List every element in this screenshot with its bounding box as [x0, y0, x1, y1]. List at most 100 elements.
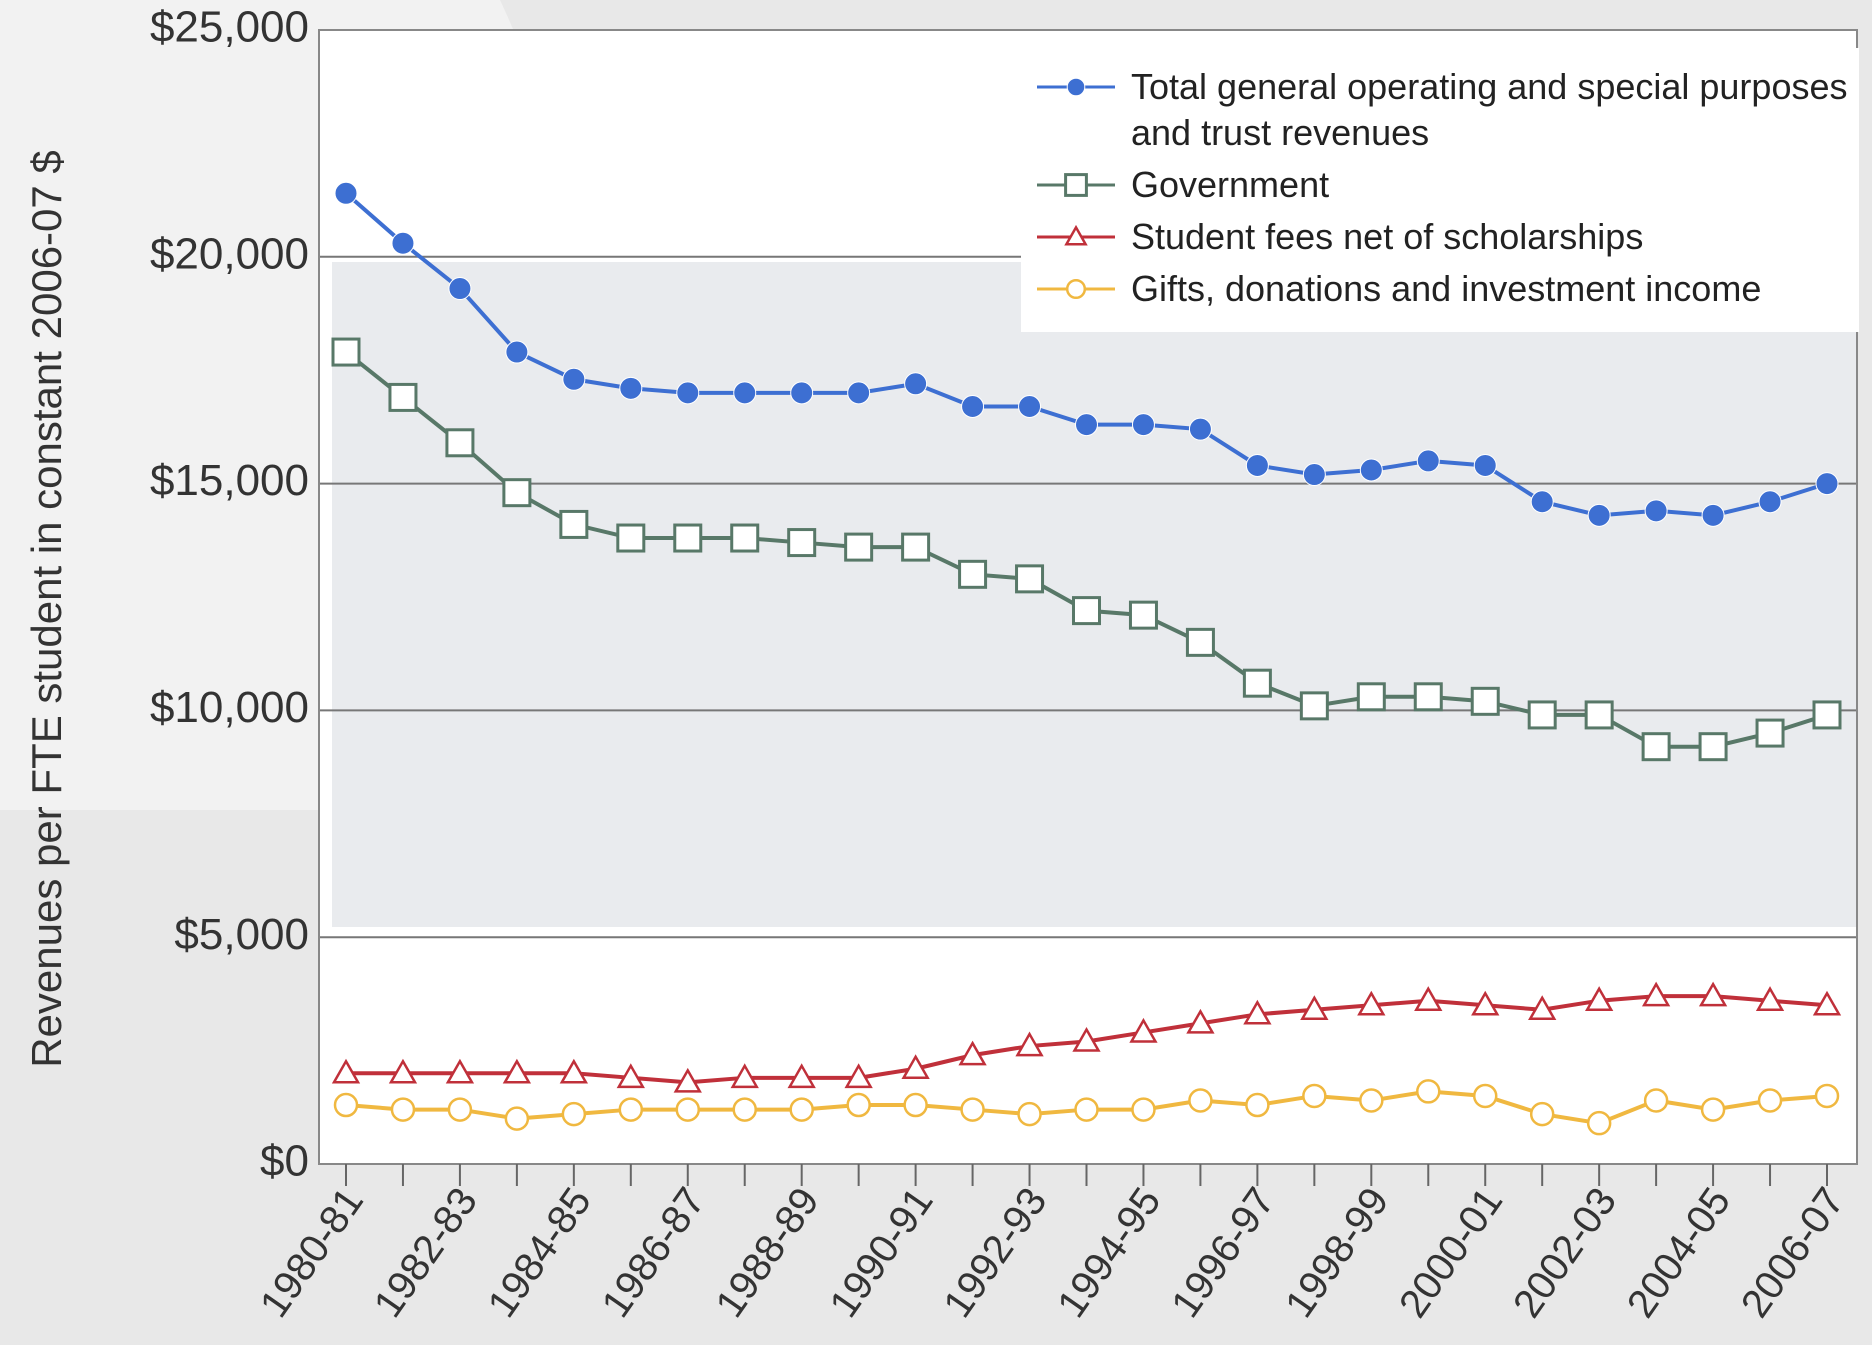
point — [1529, 1101, 1555, 1127]
point — [447, 1097, 473, 1122]
point — [844, 1063, 873, 1089]
point — [388, 382, 418, 412]
y-tick-label: $10,000 — [150, 683, 309, 732]
point — [1755, 986, 1785, 1011]
point — [616, 1063, 645, 1089]
y-tick-label: $25,000 — [150, 3, 309, 52]
legend-symbol — [1037, 224, 1115, 246]
point — [1359, 458, 1383, 482]
y-tick-label: $0 — [260, 1137, 309, 1186]
point — [1356, 682, 1386, 712]
point — [1185, 627, 1215, 657]
y-tick-label: $20,000 — [150, 229, 309, 278]
point — [730, 1063, 759, 1089]
point — [1299, 691, 1329, 721]
point — [504, 1106, 530, 1131]
point — [1018, 394, 1042, 418]
point — [334, 181, 358, 205]
point — [502, 1058, 532, 1084]
point — [445, 428, 475, 458]
legend-symbol — [1037, 173, 1115, 197]
point — [1075, 413, 1098, 437]
point — [901, 532, 931, 562]
point — [1700, 1097, 1726, 1122]
point — [1584, 986, 1614, 1011]
point — [1698, 981, 1728, 1007]
point — [730, 523, 760, 553]
point — [448, 277, 472, 301]
point — [1758, 490, 1782, 514]
point — [1416, 449, 1440, 473]
point — [787, 1063, 816, 1089]
point — [562, 367, 586, 391]
point — [1814, 1083, 1840, 1109]
point — [1015, 1031, 1044, 1057]
y-tick-label: $5,000 — [174, 910, 309, 959]
legend-entry: Student fees net of scholarships — [1021, 214, 1859, 260]
point — [1471, 990, 1500, 1016]
point — [903, 1092, 928, 1118]
point — [502, 478, 532, 508]
point — [958, 559, 988, 589]
point — [1188, 417, 1212, 441]
point — [1698, 732, 1728, 762]
point — [1587, 503, 1611, 527]
point — [391, 231, 415, 255]
point — [1017, 1101, 1042, 1127]
point — [1064, 224, 1088, 246]
point — [1584, 700, 1614, 730]
legend-label: Government — [1131, 164, 1330, 205]
point — [1131, 413, 1155, 437]
point — [1245, 1092, 1270, 1118]
legend-entry: Gifts, donations and investment income — [1021, 266, 1859, 312]
point — [958, 1040, 987, 1066]
point — [1065, 278, 1087, 300]
y-tick-label: $15,000 — [150, 456, 309, 505]
point — [1812, 700, 1842, 730]
point — [1644, 499, 1668, 523]
point — [787, 528, 817, 558]
point — [1528, 995, 1557, 1021]
point — [1357, 990, 1386, 1016]
point — [1129, 1017, 1158, 1043]
point — [1641, 732, 1671, 762]
point — [1812, 990, 1842, 1016]
point — [1300, 995, 1329, 1021]
point — [1643, 1088, 1669, 1113]
band — [332, 262, 1857, 927]
point — [505, 340, 529, 364]
point — [1527, 700, 1557, 730]
point — [1186, 1008, 1215, 1034]
point — [847, 381, 871, 405]
point — [1128, 600, 1158, 630]
point — [1701, 503, 1725, 527]
point — [960, 1097, 985, 1122]
legend-entry: Total general operating and special purp… — [1021, 64, 1859, 156]
point — [1473, 453, 1497, 477]
point — [1131, 1097, 1156, 1122]
legend: Total general operating and special purp… — [1021, 48, 1859, 332]
point — [1755, 718, 1785, 748]
point — [1815, 472, 1839, 496]
point — [904, 372, 928, 396]
point — [732, 1097, 757, 1122]
point — [1072, 596, 1101, 626]
point — [1757, 1088, 1783, 1113]
plot-frame — [318, 29, 1858, 1165]
legend-label: Total general operating and special purp… — [1131, 66, 1848, 153]
point — [1074, 1097, 1099, 1122]
y-axis-label: Revenues per FTE student in constant 200… — [23, 150, 70, 1068]
point — [1243, 999, 1272, 1025]
point — [1359, 1088, 1384, 1113]
point — [901, 1054, 930, 1079]
point — [561, 1101, 587, 1127]
point — [331, 1058, 361, 1084]
point — [619, 376, 643, 400]
point — [733, 381, 757, 405]
point — [1586, 1110, 1612, 1136]
point — [559, 1058, 588, 1084]
point — [1066, 77, 1086, 97]
point — [789, 1097, 814, 1122]
point — [1015, 564, 1045, 594]
